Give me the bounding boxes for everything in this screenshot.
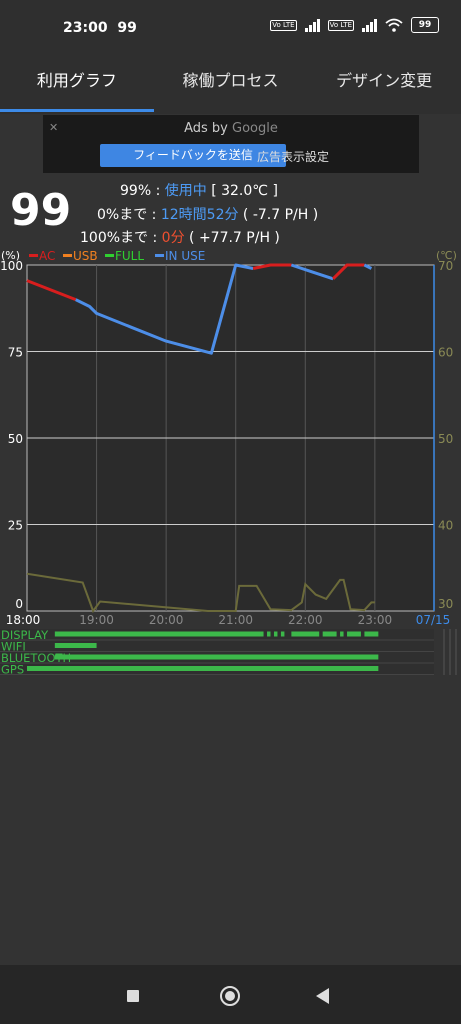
signal-icon	[304, 18, 320, 32]
status-time: 23:00 99	[63, 20, 137, 36]
legend-label: FULL	[115, 249, 144, 263]
right-unit-label: (℃)	[436, 249, 457, 262]
tab-usage-graph[interactable]: 利用グラフ	[36, 71, 117, 90]
activity-segment	[347, 631, 361, 637]
legend-swatch	[155, 254, 164, 257]
battery-line-ac	[26, 279, 77, 301]
activity-segment	[340, 631, 344, 637]
legend-label: AC	[39, 249, 55, 263]
y-tick-label: 0	[15, 597, 23, 611]
back-button[interactable]	[316, 988, 329, 1004]
notification-count: 99	[117, 20, 137, 36]
status-bar: 23:00 99 Vo LTE Vo LTE 99	[0, 0, 461, 58]
activity-segment	[322, 631, 337, 637]
signal-icon-2	[362, 18, 377, 32]
home-button[interactable]	[220, 986, 240, 1006]
legend-swatch	[63, 254, 72, 257]
battery-line-ac	[332, 263, 365, 280]
recents-button[interactable]	[127, 990, 139, 1002]
legend-label: IN USE	[165, 249, 205, 263]
y-right-tick-label: 50	[438, 432, 453, 446]
activity-segment	[54, 643, 97, 648]
left-unit-label: (%)	[1, 249, 20, 262]
activity-segment	[267, 631, 271, 637]
x-end-label: 07/15	[416, 613, 451, 627]
battery-usage-chart: 100 70 75 60 50 50 25 40 0 30 (%) (℃) AC USB FULL IN US…	[0, 249, 457, 677]
ad-close-icon[interactable]: ✕	[49, 121, 59, 134]
x-tick-label: 18:00	[6, 613, 41, 627]
ad-feedback-button[interactable]: フィードバックを送信	[100, 144, 286, 167]
activity-label: BLUETOOTH	[1, 651, 71, 665]
x-tick-label: 19:00	[79, 613, 114, 627]
y-right-tick-label: 60	[438, 346, 453, 360]
ad-title: Ads by Google	[184, 121, 278, 136]
volte-icon-2: Vo LTE	[327, 19, 354, 31]
time-to-full-line: 100%まで : 0分 ( +77.7 P/H )	[80, 230, 280, 246]
legend-swatch	[29, 254, 38, 257]
x-tick-label: 22:00	[288, 613, 323, 627]
tab-bar: 利用グラフ 稼働プロセス デザイン変更	[0, 58, 461, 114]
volte-icon: Vo LTE	[270, 19, 297, 31]
x-tick-label: 23:00	[358, 613, 393, 627]
y-right-tick-label: 30	[438, 597, 453, 611]
x-tick-label: 20:00	[149, 613, 184, 627]
y-right-tick-label: 70	[438, 259, 453, 273]
activity-segment	[54, 654, 379, 660]
ad-settings-link[interactable]: 広告表示設定	[257, 150, 330, 164]
active-tab-indicator	[0, 109, 154, 112]
battery-icon: 99	[411, 17, 439, 33]
battery-line-in-use	[363, 263, 373, 270]
y-tick-label: 100	[0, 259, 23, 273]
status-icons: Vo LTE Vo LTE 99	[270, 17, 439, 33]
activity-segment	[54, 631, 264, 637]
y-tick-label: 50	[8, 432, 23, 446]
activity-segment	[291, 631, 320, 637]
y-tick-label: 75	[8, 346, 23, 360]
time-to-empty-line: 0%まで : 12時間52分 ( -7.7 P/H )	[97, 207, 319, 223]
battery-level: 99	[10, 185, 72, 236]
battery-line-in-use	[75, 263, 254, 355]
battery-line-in-use	[290, 263, 334, 281]
legend-label: USB	[73, 249, 98, 263]
activity-segment	[280, 631, 285, 637]
x-tick-label: 21:00	[218, 613, 253, 627]
tab-design-change[interactable]: デザイン変更	[336, 71, 433, 90]
ad-banner[interactable]: ✕ Ads by Google フィードバックを送信 広告表示設定	[43, 115, 419, 173]
activity-row-bg	[0, 640, 434, 651]
y-right-tick-label: 40	[438, 519, 453, 533]
battery-line-ac	[252, 263, 292, 270]
navigation-bar	[0, 965, 461, 1024]
temperature-line	[26, 572, 375, 614]
activity-label: GPS	[1, 663, 24, 677]
activity-label: WIFI	[1, 640, 26, 654]
status-line: 99% : 使用中 [ 32.0℃ ]	[120, 183, 278, 199]
activity-segment	[27, 666, 379, 671]
wifi-icon	[385, 18, 403, 32]
activity-label: DISPLAY	[1, 628, 49, 642]
activity-segment	[273, 631, 278, 637]
y-tick-label: 25	[8, 519, 23, 533]
legend-swatch	[105, 254, 114, 257]
tab-running-processes[interactable]: 稼働プロセス	[182, 71, 279, 90]
activity-segment	[364, 631, 379, 637]
